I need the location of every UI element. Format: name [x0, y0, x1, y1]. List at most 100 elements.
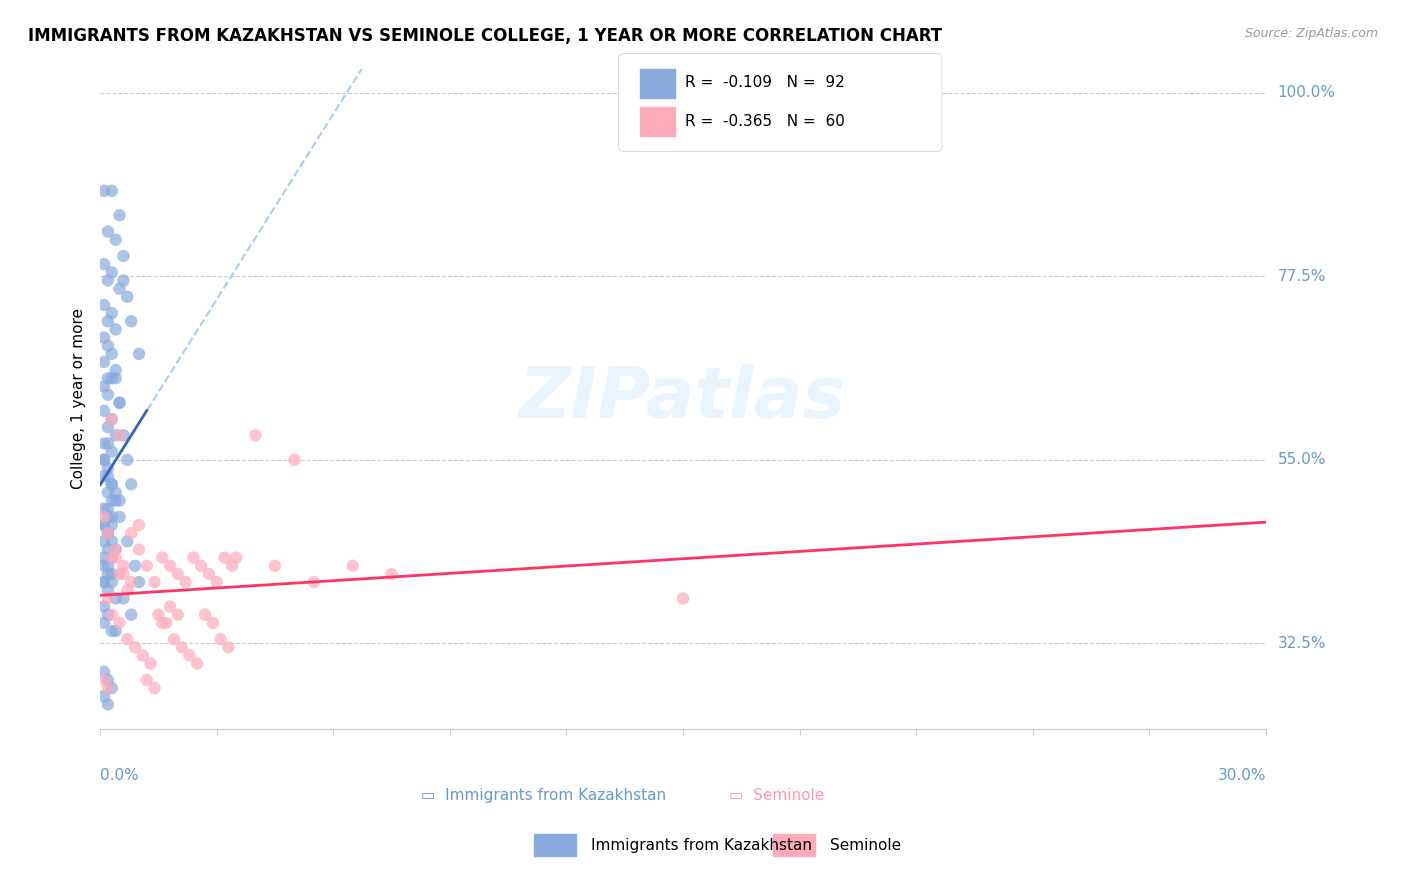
Point — [93, 452, 115, 467]
Point — [93, 673, 115, 687]
Point — [93, 469, 115, 483]
Point — [217, 640, 239, 655]
Point — [108, 615, 131, 630]
Text: ▭  Immigrants from Kazakhstan: ▭ Immigrants from Kazakhstan — [420, 789, 665, 804]
Point — [108, 428, 131, 442]
Point — [190, 558, 212, 573]
Point — [101, 518, 124, 533]
Point — [93, 257, 115, 271]
Point — [128, 518, 150, 533]
Point — [194, 607, 217, 622]
Point — [104, 542, 127, 557]
Point — [97, 566, 120, 581]
Text: 30.0%: 30.0% — [1218, 768, 1265, 783]
Point — [128, 575, 150, 590]
Point — [108, 566, 131, 581]
Text: ZIPatlas: ZIPatlas — [519, 364, 846, 434]
Point — [302, 575, 325, 590]
Point — [97, 436, 120, 450]
Point — [221, 558, 243, 573]
Point — [93, 690, 115, 704]
Point — [245, 428, 267, 442]
Point — [93, 558, 115, 573]
Point — [97, 485, 120, 500]
Point — [101, 534, 124, 549]
Point — [342, 558, 364, 573]
Point — [97, 387, 120, 401]
Point — [264, 558, 287, 573]
Point — [97, 583, 120, 598]
Point — [117, 583, 139, 598]
Point — [101, 371, 124, 385]
Point — [97, 673, 120, 687]
Point — [93, 534, 115, 549]
Point — [143, 575, 166, 590]
Y-axis label: College, 1 year or more: College, 1 year or more — [72, 308, 86, 489]
Point — [179, 648, 201, 663]
Point — [97, 501, 120, 516]
Point — [108, 396, 131, 410]
Point — [104, 493, 127, 508]
Point — [101, 477, 124, 491]
Point — [108, 282, 131, 296]
Point — [97, 526, 120, 541]
Text: Immigrants from Kazakhstan: Immigrants from Kazakhstan — [591, 838, 811, 853]
Point — [135, 558, 157, 573]
Point — [101, 575, 124, 590]
Point — [117, 632, 139, 647]
Point — [101, 412, 124, 426]
Point — [170, 640, 193, 655]
Point — [97, 607, 120, 622]
Point — [183, 550, 205, 565]
Text: 32.5%: 32.5% — [1278, 636, 1326, 651]
Point — [108, 396, 131, 410]
Point — [112, 566, 135, 581]
Point — [97, 526, 120, 541]
Text: Seminole: Seminole — [830, 838, 901, 853]
Point — [159, 599, 181, 614]
Point — [93, 550, 115, 565]
Point — [672, 591, 695, 606]
Point — [101, 347, 124, 361]
Point — [101, 306, 124, 320]
Point — [128, 347, 150, 361]
Point — [104, 428, 127, 442]
Point — [143, 681, 166, 695]
Point — [186, 657, 208, 671]
Point — [101, 184, 124, 198]
Point — [93, 575, 115, 590]
Point — [148, 607, 170, 622]
Text: Source: ZipAtlas.com: Source: ZipAtlas.com — [1244, 27, 1378, 40]
Point — [104, 322, 127, 336]
Point — [93, 518, 115, 533]
Point — [112, 428, 135, 442]
Point — [97, 698, 120, 712]
Point — [97, 314, 120, 328]
Point — [150, 615, 173, 630]
Point — [108, 208, 131, 222]
Point — [101, 681, 124, 695]
Point — [112, 591, 135, 606]
Point — [101, 566, 124, 581]
Point — [93, 298, 115, 312]
Point — [93, 330, 115, 344]
Text: IMMIGRANTS FROM KAZAKHSTAN VS SEMINOLE COLLEGE, 1 YEAR OR MORE CORRELATION CHART: IMMIGRANTS FROM KAZAKHSTAN VS SEMINOLE C… — [28, 27, 942, 45]
Text: R =  -0.109   N =  92: R = -0.109 N = 92 — [685, 76, 845, 90]
Point — [97, 371, 120, 385]
Point — [120, 477, 142, 491]
Point — [166, 607, 188, 622]
Point — [166, 566, 188, 581]
Point — [209, 632, 232, 647]
Point — [93, 452, 115, 467]
Point — [104, 624, 127, 638]
Point — [101, 444, 124, 458]
Point — [97, 420, 120, 434]
Point — [101, 265, 124, 279]
Point — [120, 314, 142, 328]
Point — [93, 518, 115, 533]
Point — [97, 542, 120, 557]
Point — [101, 624, 124, 638]
Point — [128, 542, 150, 557]
Point — [198, 566, 221, 581]
Point — [93, 509, 115, 524]
